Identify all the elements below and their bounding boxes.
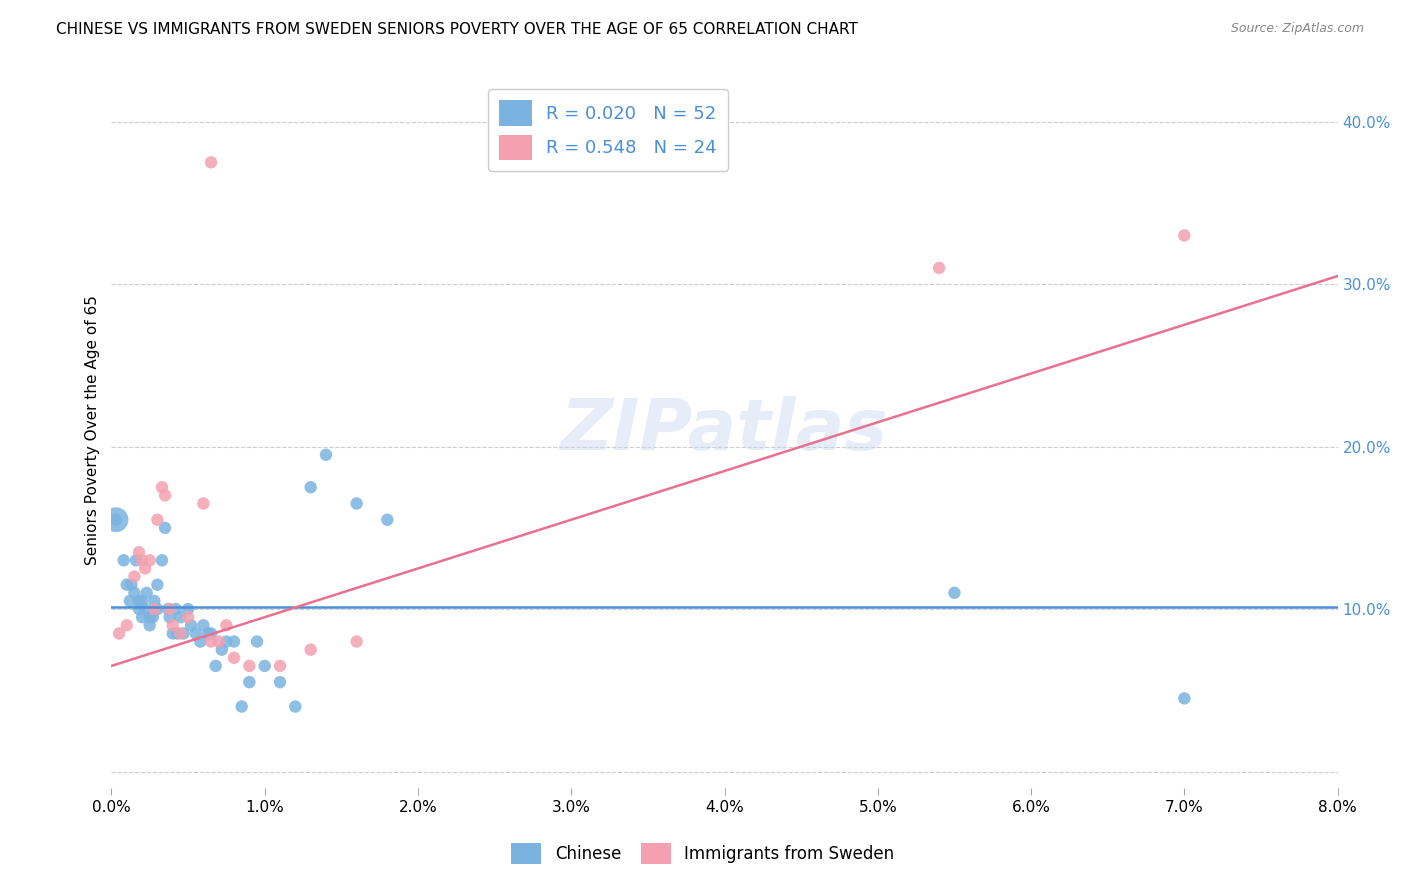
Point	[200, 155, 222, 169]
Point	[180, 618, 202, 632]
Point	[193, 618, 215, 632]
Point	[222, 650, 245, 665]
Point	[943, 586, 966, 600]
Point	[157, 602, 180, 616]
Point	[246, 634, 269, 648]
Point	[238, 659, 260, 673]
Point	[115, 618, 138, 632]
Point	[215, 634, 238, 648]
Point	[299, 642, 322, 657]
Point	[184, 626, 207, 640]
Point	[1173, 691, 1195, 706]
Point	[200, 626, 222, 640]
Point	[208, 634, 231, 648]
Text: Source: ZipAtlas.com: Source: ZipAtlas.com	[1230, 22, 1364, 36]
Point	[162, 618, 184, 632]
Point	[177, 610, 200, 624]
Point	[146, 602, 169, 616]
Point	[172, 626, 194, 640]
Point	[142, 610, 165, 624]
Point	[128, 602, 150, 616]
Point	[928, 260, 950, 275]
Point	[159, 602, 181, 616]
Point	[150, 480, 173, 494]
Point	[125, 553, 148, 567]
Text: ZIPatlas: ZIPatlas	[561, 396, 889, 465]
Point	[138, 553, 160, 567]
Point	[105, 513, 128, 527]
Point	[200, 634, 222, 648]
Point	[169, 626, 191, 640]
Point	[153, 488, 176, 502]
Point	[135, 586, 157, 600]
Point	[112, 553, 135, 567]
Point	[128, 594, 150, 608]
Point	[105, 513, 128, 527]
Point	[134, 561, 156, 575]
Point	[215, 618, 238, 632]
Point	[138, 610, 160, 624]
Point	[143, 602, 166, 616]
Point	[166, 626, 188, 640]
Point	[169, 610, 191, 624]
Point	[177, 602, 200, 616]
Point	[211, 642, 233, 657]
Point	[284, 699, 307, 714]
Point	[124, 569, 146, 583]
Point	[222, 634, 245, 648]
Point	[108, 626, 131, 640]
Point	[146, 577, 169, 591]
Point	[315, 448, 337, 462]
Point	[204, 659, 226, 673]
Text: CHINESE VS IMMIGRANTS FROM SWEDEN SENIORS POVERTY OVER THE AGE OF 65 CORRELATION: CHINESE VS IMMIGRANTS FROM SWEDEN SENIOR…	[56, 22, 858, 37]
Point	[115, 577, 138, 591]
Point	[238, 675, 260, 690]
Point	[299, 480, 322, 494]
Point	[193, 496, 215, 510]
Point	[128, 545, 150, 559]
Legend: Chinese, Immigrants from Sweden: Chinese, Immigrants from Sweden	[505, 837, 901, 871]
Point	[134, 602, 156, 616]
Point	[143, 602, 166, 616]
Point	[150, 553, 173, 567]
Point	[131, 594, 153, 608]
Point	[197, 626, 219, 640]
Point	[131, 553, 153, 567]
Point	[138, 618, 160, 632]
Point	[131, 610, 153, 624]
Point	[159, 610, 181, 624]
Point	[346, 634, 368, 648]
Point	[146, 513, 169, 527]
Point	[269, 659, 291, 673]
Point	[118, 594, 141, 608]
Point	[120, 577, 142, 591]
Point	[143, 594, 166, 608]
Point	[162, 626, 184, 640]
Point	[1173, 228, 1195, 243]
Y-axis label: Seniors Poverty Over the Age of 65: Seniors Poverty Over the Age of 65	[86, 295, 100, 566]
Point	[153, 521, 176, 535]
Point	[165, 602, 187, 616]
Point	[253, 659, 276, 673]
Legend: R = 0.020   N = 52, R = 0.548   N = 24: R = 0.020 N = 52, R = 0.548 N = 24	[488, 89, 727, 171]
Point	[346, 496, 368, 510]
Point	[375, 513, 398, 527]
Point	[188, 634, 211, 648]
Point	[124, 586, 146, 600]
Point	[269, 675, 291, 690]
Point	[231, 699, 253, 714]
